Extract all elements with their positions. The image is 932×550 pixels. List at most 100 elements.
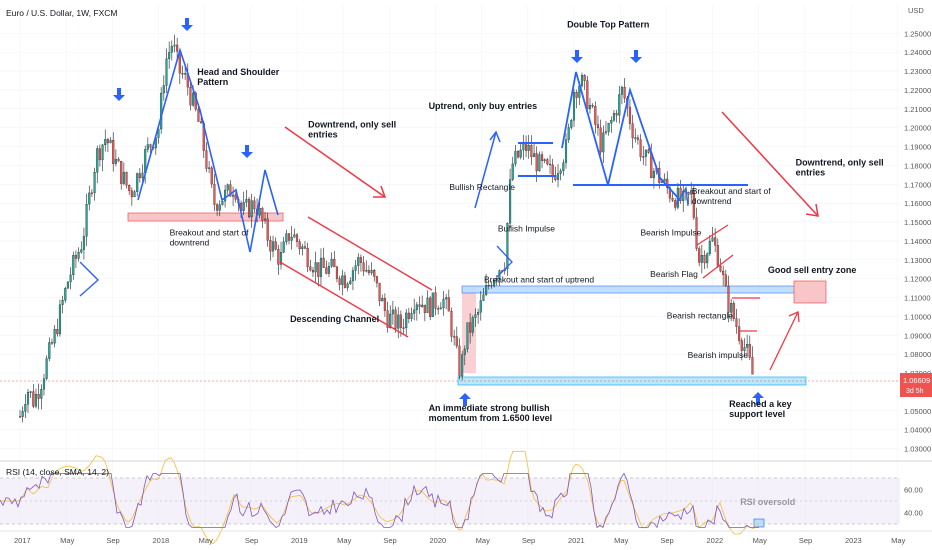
candle-body-138 [386, 310, 389, 328]
price-tick-21: 1.03000 [904, 445, 931, 454]
candle-body-68 [200, 121, 203, 124]
candle-body-85 [245, 199, 248, 203]
candle-body-219 [602, 132, 605, 153]
uptrend-arrow [474, 131, 497, 209]
candle-body-16 [61, 300, 64, 305]
candle-body-97 [277, 249, 280, 265]
rsi-line [0, 472, 759, 529]
rsi-tick-0: 60.00 [904, 486, 923, 495]
candle-body-152 [423, 304, 426, 313]
candle-body-107 [303, 246, 307, 249]
last-price-countdown: 3d 5h [906, 388, 924, 395]
candle-body-17 [64, 288, 67, 301]
annotation-17-line1: support level [729, 409, 785, 419]
candle-body-230 [631, 123, 634, 139]
candle-body-86 [248, 199, 251, 218]
candle-body-56 [168, 52, 171, 59]
candle-body-90 [258, 208, 261, 216]
time-tick-1: May [60, 536, 74, 545]
candle-body-1 [21, 411, 24, 417]
candle-body-88 [253, 200, 256, 210]
bear-flag-top [696, 224, 729, 246]
candle-body-11 [48, 342, 51, 359]
candle-body-35 [112, 139, 115, 164]
annotation-10: Bearish Impulse [640, 227, 701, 237]
candle-body-216 [594, 106, 597, 125]
candle-body-32 [104, 139, 107, 146]
candle-body-265 [724, 274, 727, 287]
candle-body-192 [530, 145, 533, 158]
candle-body-2 [24, 404, 27, 412]
candle-body-197 [543, 159, 546, 161]
candle-body-274 [748, 344, 751, 358]
downtrend-arrow-2019 [284, 126, 386, 198]
time-tick-10: May [476, 536, 490, 545]
candle-body-46 [141, 172, 144, 179]
candle-body-224 [615, 113, 618, 116]
candle-body-156 [434, 292, 437, 309]
candle-body-0 [18, 416, 22, 418]
price-tick-1: 1.24000 [904, 48, 931, 57]
candle-body-14 [56, 328, 59, 335]
candle-body-178 [493, 280, 496, 287]
price-tick-6: 1.19000 [904, 143, 931, 152]
candle-body-225 [618, 94, 621, 116]
candle-body-76 [221, 201, 224, 205]
breakout-zone-blue [461, 285, 805, 294]
annotation-2-line1: entries [308, 130, 338, 140]
candle-body-112 [317, 262, 320, 277]
candle-body-25 [85, 204, 88, 237]
candle-body-77 [224, 189, 227, 202]
candle-body-127 [357, 257, 360, 266]
candle-body-133 [373, 270, 376, 277]
candle-body-118 [333, 258, 336, 268]
candle-body-92 [263, 218, 267, 221]
candle-body-61 [181, 72, 184, 75]
time-axis[interactable]: 2017 May Sep 2018 May Sep 2019 May Sep 2020 May Sep… [14, 536, 906, 545]
candle-body-255 [698, 248, 701, 263]
price-tick-15: 1.10000 [904, 312, 931, 321]
annotation-9: Breakout and start of [692, 186, 772, 196]
hs-neckline [137, 47, 279, 253]
rsi-tick-1: 40.00 [904, 509, 923, 518]
candle-body-167 [463, 348, 466, 355]
annotation-3: Descending Channel [290, 314, 379, 324]
annotation-8: Double Top Pattern [567, 20, 649, 30]
candle-body-105 [298, 241, 301, 250]
symbol-title: Euro / U.S. Dollar, 1W, FXCM [6, 8, 117, 18]
candle-body-170 [471, 317, 474, 333]
price-axis[interactable]: 1.25000 1.24000 1.23000 1.22000 1.21000 1.200… [904, 29, 931, 453]
triangle-2017 [79, 261, 100, 297]
candle-body-95 [271, 241, 275, 252]
candle-body-164 [455, 336, 458, 347]
candle-body-206 [567, 127, 570, 140]
candle-body-194 [535, 153, 538, 172]
candle-body-159 [442, 298, 445, 309]
candle-body-246 [674, 200, 677, 208]
candle-body-62 [184, 73, 187, 75]
candle-body-267 [730, 303, 733, 313]
candle-body-129 [362, 262, 365, 272]
candle-body-42 [130, 190, 133, 198]
time-tick-16: May [753, 536, 767, 545]
price-tick-16: 1.09000 [904, 331, 931, 340]
candle-body-94 [269, 240, 272, 252]
time-tick-0: 2017 [14, 536, 31, 545]
time-tick-13: May [614, 536, 628, 545]
candle-body-34 [109, 139, 112, 144]
candle-body-226 [620, 87, 623, 95]
drawings-layer [79, 47, 819, 371]
candle-body-205 [564, 139, 568, 163]
candle-body-221 [607, 122, 610, 132]
marker-arrow-6 [752, 392, 764, 405]
candle-body-15 [58, 304, 62, 335]
annotation-2: Downtrend, only sell [308, 120, 396, 130]
annotation-11: Bearish Flag [650, 269, 698, 279]
candle-body-8 [40, 389, 43, 399]
rsi-oversold-box [753, 518, 765, 528]
marker-arrow-2 [241, 145, 253, 158]
candle-body-53 [160, 92, 163, 130]
candle-body-37 [117, 158, 120, 162]
